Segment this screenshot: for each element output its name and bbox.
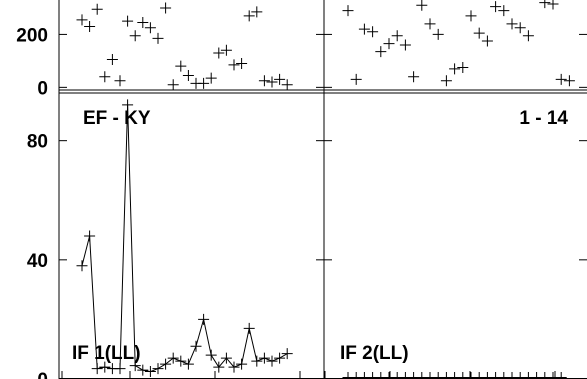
data-point [167, 79, 179, 91]
panel-label: IF 2(LL) [340, 343, 409, 364]
data-point [424, 18, 436, 30]
chart-panels: 0 200 0 40 80 IF 1(LL) IF 2(LL) [16, 0, 587, 379]
data-point [555, 73, 567, 85]
data-point [350, 73, 362, 85]
data-point [228, 59, 240, 71]
data-point [137, 17, 149, 28]
y-tick-label: 40 [27, 251, 48, 272]
data-point [342, 5, 354, 17]
panel-top-right [324, 0, 587, 88]
data-point [76, 14, 88, 26]
data-point [91, 363, 103, 375]
data-point [99, 361, 111, 373]
data-point [152, 32, 164, 44]
data-point [129, 360, 141, 372]
data-point [84, 230, 96, 242]
data-point [198, 313, 210, 325]
y-tick-label: 200 [16, 25, 48, 46]
data-point [506, 18, 518, 30]
data-point [391, 30, 403, 42]
data-point [274, 73, 286, 85]
data-point [539, 0, 551, 9]
data-point [481, 35, 493, 47]
data-point [490, 1, 502, 13]
data-point [190, 340, 202, 352]
data-point [213, 47, 225, 59]
data-point [258, 75, 270, 87]
data-point [514, 22, 526, 34]
data-point [236, 58, 248, 70]
data-point [563, 75, 575, 87]
data-point [243, 322, 255, 334]
data-point [76, 260, 88, 272]
data-point [167, 352, 179, 364]
data-point [205, 72, 217, 84]
data-point [144, 366, 156, 378]
data-point [251, 355, 263, 367]
data-point [358, 23, 370, 35]
data-point [383, 38, 395, 50]
annotation-right: 1 - 14 [519, 108, 568, 129]
data-point [84, 20, 96, 32]
data-point [367, 26, 379, 38]
data-point [258, 352, 270, 364]
data-point [274, 352, 286, 364]
data-point [144, 22, 156, 34]
data-point [122, 15, 134, 27]
y-tick-label: 0 [37, 78, 48, 99]
y-tick-label: 80 [27, 132, 48, 153]
data-point [99, 71, 111, 83]
data-point [228, 361, 240, 373]
data-point [220, 352, 232, 364]
data-point [440, 75, 452, 87]
data-point [547, 0, 559, 10]
data-point [91, 3, 103, 15]
data-point [182, 358, 194, 370]
data-point [243, 10, 255, 22]
data-point [152, 363, 164, 375]
data-point [266, 76, 278, 88]
data-point [522, 30, 534, 42]
data-point [129, 30, 141, 42]
data-point [555, 372, 567, 379]
panel-bottom-left: 0 40 80 IF 1(LL) [27, 99, 324, 379]
data-point [399, 39, 411, 51]
data-point [175, 355, 187, 367]
data-point [416, 0, 428, 11]
data-point [251, 6, 263, 18]
data-point [175, 60, 187, 72]
data-point [449, 63, 461, 75]
data-point [236, 358, 248, 370]
y-tick-label: 0 [37, 370, 48, 379]
data-point [213, 361, 225, 373]
data-point [498, 5, 510, 17]
chart-frame [58, 0, 587, 379]
data-point [106, 54, 118, 66]
panel-top-left: 0 200 [16, 2, 324, 99]
data-point [182, 69, 194, 81]
data-point [281, 79, 293, 91]
data-point [160, 2, 172, 14]
data-point [457, 62, 469, 73]
data-point [205, 349, 217, 361]
panel-bottom-right: IF 2(LL) [324, 140, 587, 379]
data-point [473, 27, 485, 39]
series-line [81, 104, 288, 373]
annotation-left: EF - KY [83, 108, 151, 129]
data-point [220, 44, 232, 56]
data-point [465, 10, 477, 22]
data-point [375, 46, 387, 58]
data-point [137, 364, 149, 376]
data-point [114, 75, 126, 87]
data-point [432, 28, 444, 40]
data-point [266, 355, 278, 367]
panel-label: IF 1(LL) [72, 343, 141, 364]
data-point [114, 363, 126, 375]
data-point [281, 348, 293, 360]
data-point [198, 77, 210, 89]
data-point [408, 71, 420, 83]
data-point [122, 99, 134, 111]
data-point [160, 358, 172, 370]
